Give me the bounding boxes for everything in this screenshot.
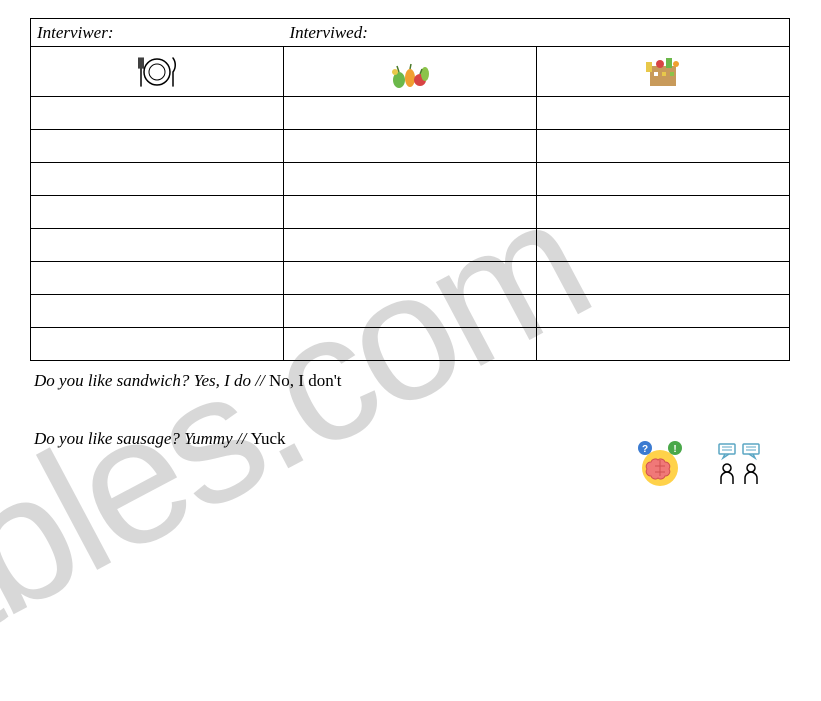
- cell[interactable]: [284, 328, 537, 361]
- cell[interactable]: [537, 229, 790, 262]
- interviewed-label-cell[interactable]: Interviwed:: [284, 19, 790, 47]
- svg-text:?: ?: [642, 444, 648, 455]
- cell[interactable]: [537, 163, 790, 196]
- table-row: [31, 262, 790, 295]
- cell[interactable]: [284, 97, 537, 130]
- cell[interactable]: [537, 97, 790, 130]
- interviewer-label: Interviwer:: [37, 23, 113, 42]
- people-talking-icon: [717, 442, 761, 486]
- vegetables-icon: [387, 54, 433, 90]
- cell[interactable]: [537, 130, 790, 163]
- cell[interactable]: [31, 295, 284, 328]
- table-icon-row: [31, 47, 790, 97]
- cell[interactable]: [284, 295, 537, 328]
- cell[interactable]: [31, 97, 284, 130]
- cell[interactable]: [284, 196, 537, 229]
- table-row: [31, 97, 790, 130]
- cell[interactable]: [31, 163, 284, 196]
- table-row: [31, 196, 790, 229]
- cell[interactable]: [284, 163, 537, 196]
- brain-thinking-icon: ? !: [633, 440, 687, 488]
- bottom-icons-group: ? !: [633, 440, 761, 488]
- cell[interactable]: [537, 295, 790, 328]
- worksheet-container: Interviwer: Interviwed:: [0, 0, 821, 467]
- prompt-2-plain: Yuck: [251, 429, 286, 448]
- plate-fork-knife-icon: [135, 54, 179, 90]
- cell[interactable]: [537, 262, 790, 295]
- prompt-1: Do you like sandwich? Yes, I do // No, I…: [30, 371, 791, 391]
- svg-text:!: !: [673, 444, 676, 455]
- cell[interactable]: [31, 229, 284, 262]
- cell[interactable]: [537, 196, 790, 229]
- table-row: [31, 130, 790, 163]
- prompt-2-italic: Do you like sausage? Yummy //: [34, 429, 251, 448]
- table-row: [31, 295, 790, 328]
- cell[interactable]: [31, 130, 284, 163]
- cell[interactable]: [284, 130, 537, 163]
- column-3-icon-cell: [537, 47, 790, 97]
- table-row: [31, 328, 790, 361]
- prompt-1-plain: No, I don't: [269, 371, 341, 390]
- column-1-icon-cell: [31, 47, 284, 97]
- cell[interactable]: [537, 328, 790, 361]
- cell[interactable]: [31, 262, 284, 295]
- table-row: [31, 229, 790, 262]
- interview-table: Interviwer: Interviwed:: [30, 18, 790, 361]
- table-row: [31, 163, 790, 196]
- cell[interactable]: [31, 328, 284, 361]
- cell[interactable]: [284, 262, 537, 295]
- cell[interactable]: [31, 196, 284, 229]
- column-2-icon-cell: [284, 47, 537, 97]
- table-header-row: Interviwer: Interviwed:: [31, 19, 790, 47]
- interviewed-label: Interviwed:: [290, 23, 368, 42]
- cell[interactable]: [284, 229, 537, 262]
- prompt-1-italic: Do you like sandwich? Yes, I do //: [34, 371, 269, 390]
- interviewer-label-cell[interactable]: Interviwer:: [31, 19, 284, 47]
- groceries-icon: [640, 54, 686, 90]
